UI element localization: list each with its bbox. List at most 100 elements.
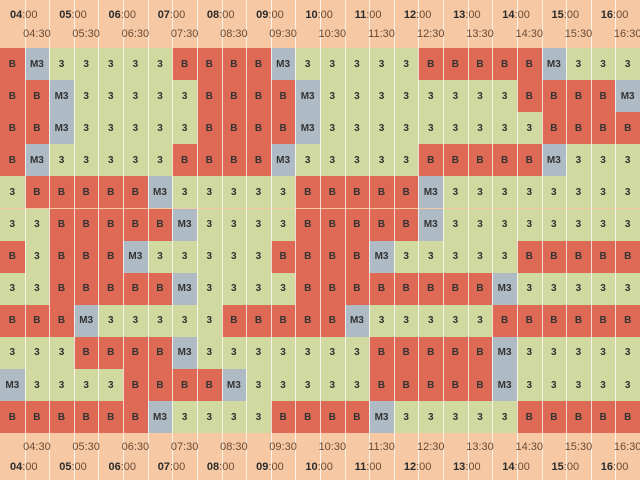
schedule-cell[interactable]: 3 xyxy=(73,369,99,402)
schedule-cell[interactable]: 3 xyxy=(418,240,444,273)
schedule-cell[interactable]: B xyxy=(270,240,296,273)
schedule-cell[interactable]: 3 xyxy=(123,144,148,177)
schedule-cell[interactable]: B xyxy=(393,369,419,402)
schedule-cell[interactable]: 3 xyxy=(393,48,419,81)
schedule-cell[interactable]: B xyxy=(147,208,173,241)
schedule-cell[interactable]: 3 xyxy=(467,112,493,145)
schedule-cell[interactable]: 3 xyxy=(246,272,271,305)
schedule-cell[interactable]: 3 xyxy=(492,80,517,113)
schedule-cell[interactable]: 3 xyxy=(443,208,468,241)
schedule-cell[interactable]: 3 xyxy=(49,336,74,369)
schedule-cell[interactable]: 3 xyxy=(590,144,616,177)
schedule-cell[interactable]: 3 xyxy=(615,336,640,369)
schedule-cell[interactable]: 3 xyxy=(320,144,345,177)
schedule-cell[interactable]: 3 xyxy=(590,176,616,209)
schedule-cell[interactable]: B xyxy=(221,144,247,177)
schedule-cell[interactable]: 3 xyxy=(73,48,99,81)
schedule-cell[interactable]: M3 xyxy=(49,80,74,113)
schedule-cell[interactable]: 3 xyxy=(344,80,370,113)
schedule-cell[interactable]: 3 xyxy=(615,144,640,177)
schedule-cell[interactable]: B xyxy=(295,208,320,241)
schedule-cell[interactable]: M3 xyxy=(541,144,567,177)
schedule-cell[interactable]: 3 xyxy=(590,208,616,241)
schedule-cell[interactable]: 3 xyxy=(196,176,222,209)
schedule-cell[interactable]: 3 xyxy=(516,112,542,145)
schedule-cell[interactable]: B xyxy=(49,401,74,434)
schedule-cell[interactable]: 3 xyxy=(492,112,517,145)
schedule-cell[interactable]: 3 xyxy=(24,272,50,305)
schedule-cell[interactable]: 3 xyxy=(246,336,271,369)
schedule-cell[interactable]: 3 xyxy=(270,336,296,369)
schedule-cell[interactable]: M3 xyxy=(147,401,173,434)
schedule-cell[interactable]: 3 xyxy=(393,401,419,434)
schedule-cell[interactable]: 3 xyxy=(443,401,468,434)
schedule-cell[interactable]: B xyxy=(418,369,444,402)
schedule-cell[interactable]: B xyxy=(98,176,124,209)
schedule-cell[interactable]: 3 xyxy=(492,176,517,209)
schedule-cell[interactable]: B xyxy=(295,304,320,337)
schedule-cell[interactable]: 3 xyxy=(0,208,25,241)
schedule-cell[interactable]: B xyxy=(0,401,25,434)
schedule-cell[interactable]: M3 xyxy=(369,401,394,434)
schedule-cell[interactable]: 3 xyxy=(369,80,394,113)
schedule-cell[interactable]: B xyxy=(123,272,148,305)
schedule-cell[interactable]: B xyxy=(541,304,567,337)
schedule-cell[interactable]: B xyxy=(98,208,124,241)
schedule-cell[interactable]: B xyxy=(320,240,345,273)
schedule-cell[interactable]: 3 xyxy=(295,369,320,402)
schedule-cell[interactable]: B xyxy=(615,401,640,434)
schedule-cell[interactable]: 3 xyxy=(418,80,444,113)
schedule-cell[interactable]: B xyxy=(615,112,640,145)
schedule-cell[interactable]: 3 xyxy=(24,369,50,402)
schedule-cell[interactable]: B xyxy=(49,176,74,209)
schedule-cell[interactable]: B xyxy=(516,401,542,434)
schedule-cell[interactable]: 3 xyxy=(443,240,468,273)
schedule-cell[interactable]: 3 xyxy=(246,369,271,402)
schedule-cell[interactable]: 3 xyxy=(73,80,99,113)
schedule-cell[interactable]: 3 xyxy=(590,336,616,369)
schedule-cell[interactable]: M3 xyxy=(172,336,197,369)
schedule-cell[interactable]: B xyxy=(516,80,542,113)
schedule-cell[interactable]: B xyxy=(295,240,320,273)
schedule-cell[interactable]: B xyxy=(541,80,567,113)
schedule-cell[interactable]: B xyxy=(196,112,222,145)
schedule-cell[interactable]: B xyxy=(516,240,542,273)
schedule-cell[interactable]: B xyxy=(0,240,25,273)
schedule-cell[interactable]: 3 xyxy=(418,401,444,434)
schedule-cell[interactable]: 3 xyxy=(369,144,394,177)
schedule-cell[interactable]: B xyxy=(590,240,616,273)
schedule-cell[interactable]: B xyxy=(615,304,640,337)
schedule-cell[interactable]: 3 xyxy=(393,80,419,113)
schedule-cell[interactable]: B xyxy=(590,112,616,145)
schedule-cell[interactable]: 3 xyxy=(221,336,247,369)
schedule-cell[interactable]: B xyxy=(270,304,296,337)
schedule-cell[interactable]: 3 xyxy=(147,112,173,145)
schedule-cell[interactable]: M3 xyxy=(123,240,148,273)
schedule-cell[interactable]: 3 xyxy=(516,176,542,209)
schedule-cell[interactable]: B xyxy=(393,336,419,369)
schedule-cell[interactable]: 3 xyxy=(196,304,222,337)
schedule-cell[interactable]: 3 xyxy=(541,272,567,305)
schedule-cell[interactable]: M3 xyxy=(172,208,197,241)
schedule-cell[interactable]: B xyxy=(344,240,370,273)
schedule-cell[interactable]: B xyxy=(73,208,99,241)
schedule-cell[interactable]: B xyxy=(320,304,345,337)
schedule-cell[interactable]: 3 xyxy=(270,272,296,305)
schedule-cell[interactable]: 3 xyxy=(98,112,124,145)
schedule-cell[interactable]: B xyxy=(590,304,616,337)
schedule-cell[interactable]: M3 xyxy=(492,336,517,369)
schedule-cell[interactable]: B xyxy=(295,401,320,434)
schedule-cell[interactable]: 3 xyxy=(246,176,271,209)
schedule-cell[interactable]: 3 xyxy=(516,336,542,369)
schedule-cell[interactable]: B xyxy=(270,112,296,145)
schedule-cell[interactable]: M3 xyxy=(270,48,296,81)
schedule-cell[interactable]: B xyxy=(123,369,148,402)
schedule-cell[interactable]: 3 xyxy=(0,336,25,369)
schedule-cell[interactable]: B xyxy=(492,304,517,337)
schedule-cell[interactable]: 3 xyxy=(467,304,493,337)
schedule-cell[interactable]: M3 xyxy=(49,112,74,145)
schedule-cell[interactable]: 3 xyxy=(393,304,419,337)
schedule-cell[interactable]: B xyxy=(566,240,591,273)
schedule-cell[interactable]: B xyxy=(246,80,271,113)
schedule-cell[interactable]: B xyxy=(172,369,197,402)
